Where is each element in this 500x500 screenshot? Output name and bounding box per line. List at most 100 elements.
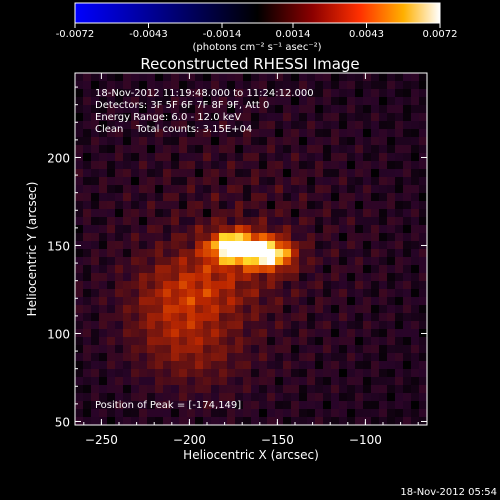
heatmap-cell bbox=[387, 305, 396, 314]
heatmap-cell bbox=[387, 297, 396, 306]
heatmap-cell bbox=[171, 353, 180, 362]
heatmap-cell bbox=[259, 281, 268, 290]
heatmap-cell bbox=[355, 137, 364, 146]
heatmap-cell bbox=[91, 129, 100, 138]
heatmap-cell bbox=[107, 417, 116, 426]
heatmap-cell bbox=[339, 209, 348, 218]
heatmap-cell bbox=[395, 273, 404, 282]
heatmap-cell bbox=[75, 105, 84, 114]
heatmap-cell bbox=[315, 257, 324, 266]
heatmap-cell bbox=[403, 377, 412, 386]
heatmap-cell bbox=[323, 337, 332, 346]
heatmap-cell bbox=[379, 321, 388, 330]
heatmap-cell bbox=[307, 257, 316, 266]
heatmap-cell bbox=[99, 177, 108, 186]
heatmap-cell bbox=[307, 169, 316, 178]
heatmap-cell bbox=[227, 153, 236, 162]
heatmap-cell bbox=[115, 273, 124, 282]
heatmap-cell bbox=[115, 401, 124, 410]
heatmap-cell bbox=[211, 113, 220, 122]
heatmap-cell bbox=[107, 305, 116, 314]
heatmap-cell bbox=[363, 193, 372, 202]
heatmap-cell bbox=[243, 97, 252, 106]
heatmap-cell bbox=[163, 145, 172, 154]
y-axis-label: Heliocentric Y (arcsec) bbox=[25, 182, 39, 317]
heatmap-cell bbox=[251, 377, 260, 386]
heatmap-cell bbox=[259, 233, 268, 242]
heatmap-cell bbox=[411, 201, 420, 210]
heatmap-cell bbox=[323, 193, 332, 202]
heatmap-cell bbox=[419, 281, 428, 290]
heatmap-cell bbox=[403, 297, 412, 306]
heatmap-cell bbox=[243, 169, 252, 178]
heatmap-cell bbox=[403, 105, 412, 114]
heatmap-cell bbox=[331, 377, 340, 386]
heatmap-cell bbox=[91, 161, 100, 170]
heatmap-cell bbox=[147, 169, 156, 178]
heatmap-cell bbox=[355, 409, 364, 418]
heatmap-cell bbox=[419, 209, 428, 218]
heatmap-cell bbox=[171, 305, 180, 314]
annotation-clean-counts: Clean Total counts: 3.15E+04 bbox=[95, 124, 252, 135]
heatmap-cell bbox=[307, 321, 316, 330]
heatmap-cell bbox=[115, 185, 124, 194]
heatmap-cell bbox=[91, 153, 100, 162]
heatmap-cell bbox=[363, 305, 372, 314]
heatmap-cell bbox=[339, 113, 348, 122]
heatmap-cell bbox=[323, 217, 332, 226]
heatmap-cell bbox=[123, 233, 132, 242]
heatmap-cell bbox=[251, 105, 260, 114]
heatmap-cell bbox=[211, 257, 220, 266]
heatmap-cell bbox=[99, 73, 108, 82]
heatmap-cell bbox=[115, 265, 124, 274]
heatmap-cell bbox=[259, 313, 268, 322]
heatmap-cell bbox=[283, 321, 292, 330]
heatmap-cell bbox=[155, 313, 164, 322]
heatmap-cell bbox=[355, 153, 364, 162]
heatmap-cell bbox=[187, 113, 196, 122]
heatmap-cell bbox=[355, 369, 364, 378]
heatmap-cell bbox=[315, 201, 324, 210]
heatmap-cell bbox=[83, 361, 92, 370]
heatmap-cell bbox=[179, 145, 188, 154]
heatmap-cell bbox=[195, 321, 204, 330]
heatmap-cell bbox=[347, 97, 356, 106]
heatmap-cell bbox=[387, 225, 396, 234]
heatmap-cell bbox=[171, 105, 180, 114]
heatmap-cell bbox=[83, 241, 92, 250]
heatmap-cell bbox=[283, 185, 292, 194]
heatmap-cell bbox=[363, 161, 372, 170]
heatmap-cell bbox=[347, 217, 356, 226]
heatmap-cell bbox=[155, 265, 164, 274]
heatmap-cell bbox=[307, 313, 316, 322]
x-tick-label: −200 bbox=[173, 433, 206, 447]
heatmap-cell bbox=[251, 73, 260, 82]
heatmap-cell bbox=[379, 297, 388, 306]
heatmap-cell bbox=[339, 289, 348, 298]
heatmap-cell bbox=[171, 241, 180, 250]
heatmap-cell bbox=[235, 401, 244, 410]
heatmap-cell bbox=[299, 401, 308, 410]
heatmap-cell bbox=[179, 169, 188, 178]
heatmap-cell bbox=[83, 281, 92, 290]
heatmap-cell bbox=[147, 201, 156, 210]
heatmap-cell bbox=[195, 89, 204, 98]
heatmap-cell bbox=[139, 337, 148, 346]
heatmap-cell bbox=[283, 417, 292, 426]
heatmap-cell bbox=[315, 105, 324, 114]
heatmap-cell bbox=[323, 401, 332, 410]
heatmap-cell bbox=[235, 409, 244, 418]
heatmap-cell bbox=[139, 225, 148, 234]
heatmap-cell bbox=[275, 137, 284, 146]
heatmap-cell bbox=[411, 401, 420, 410]
heatmap-cell bbox=[83, 169, 92, 178]
heatmap-cell bbox=[107, 153, 116, 162]
heatmap-cell bbox=[99, 241, 108, 250]
heatmap-cell bbox=[363, 201, 372, 210]
heatmap-cell bbox=[395, 409, 404, 418]
heatmap-cell bbox=[347, 417, 356, 426]
heatmap-cell bbox=[227, 313, 236, 322]
heatmap-cell bbox=[411, 169, 420, 178]
heatmap-cell bbox=[147, 393, 156, 402]
heatmap-cell bbox=[403, 361, 412, 370]
